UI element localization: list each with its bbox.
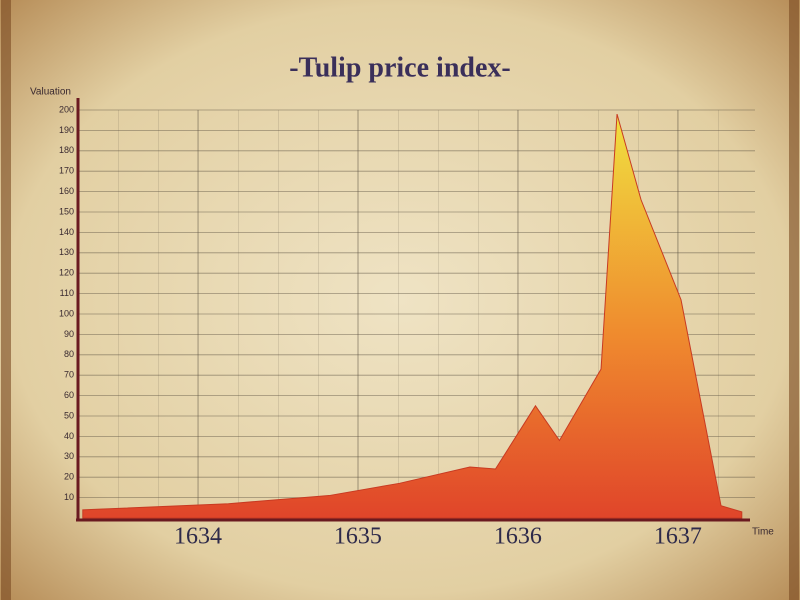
y-tick-label: 120: [59, 268, 74, 278]
y-tick-label: 70: [64, 370, 74, 380]
y-tick-label: 20: [64, 472, 74, 482]
y-tick-label: 190: [59, 125, 74, 135]
y-tick-label: 30: [64, 451, 74, 461]
y-tick-label: 170: [59, 166, 74, 176]
area: [82, 113, 743, 519]
x-tick-label: 1637: [654, 524, 702, 550]
y-tick-label: 150: [59, 206, 74, 216]
y-tick-label: 10: [64, 492, 74, 502]
x-tick-label: 1634: [174, 524, 222, 550]
y-tick-label: 180: [59, 145, 74, 155]
y-tick-label: 110: [60, 288, 74, 298]
y-tick-label: 130: [59, 247, 74, 257]
chart-title: -Tulip price index-: [289, 52, 510, 83]
y-tick-label: 140: [59, 227, 74, 237]
x-tick-label: 1636: [494, 524, 542, 550]
y-tick-label: 160: [59, 186, 74, 196]
y-tick-label: 100: [59, 308, 74, 318]
x-tick-label: 1635: [334, 524, 382, 550]
x-axis-label: Time: [752, 527, 774, 538]
y-tick-label: 40: [64, 431, 74, 441]
plot: 10 20 30 40 50 60 70 80 90 100 110 120 130 140 150 160 1…: [59, 104, 755, 550]
y-tick-label: 80: [64, 349, 74, 359]
y-tick-label: 60: [64, 390, 74, 400]
y-tick-label: 90: [64, 329, 74, 339]
y-axis-label: Valuation: [30, 87, 71, 98]
y-tick-label: 50: [64, 410, 74, 420]
y-tick-label: 200: [59, 104, 74, 114]
